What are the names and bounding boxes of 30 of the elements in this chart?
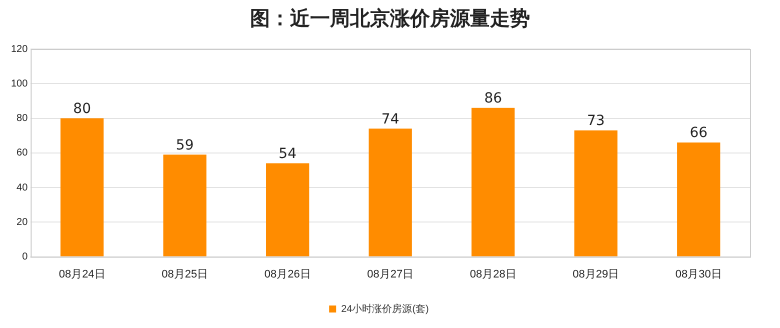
y-tick-label: 0 <box>22 252 28 263</box>
bar <box>368 128 412 256</box>
bar <box>677 142 720 256</box>
x-tick-label: 08月28日 <box>470 268 516 280</box>
data-label: 54 <box>278 146 297 162</box>
bar <box>60 118 104 256</box>
bar <box>163 154 206 256</box>
legend-label: 24小时涨价房源(套) <box>341 302 429 315</box>
x-tick-label: 08月25日 <box>162 268 208 280</box>
y-tick-label: 100 <box>10 78 28 90</box>
x-tick-label: 08月26日 <box>264 268 311 280</box>
x-tick-label: 08月24日 <box>58 268 106 280</box>
data-label: 86 <box>484 90 502 107</box>
y-tick-label: 80 <box>16 113 28 124</box>
data-label: 59 <box>176 137 194 154</box>
bar <box>472 108 515 256</box>
x-tick-label: 08月29日 <box>572 268 620 280</box>
y-tick-label: 20 <box>16 216 28 228</box>
data-label: 74 <box>381 111 400 128</box>
x-tick-label: 08月30日 <box>675 268 722 280</box>
y-tick-label: 60 <box>16 148 28 159</box>
chart-title: 图：近一周北京涨价房源量走势 <box>249 5 531 32</box>
data-label: 73 <box>586 113 605 130</box>
bar <box>574 130 618 256</box>
x-tick-label: 08月27日 <box>367 268 414 280</box>
data-label: 80 <box>73 100 91 117</box>
data-label: 66 <box>690 125 708 142</box>
y-tick-label: 40 <box>16 182 28 194</box>
y-tick-label: 120 <box>10 44 28 55</box>
bar <box>266 163 310 256</box>
